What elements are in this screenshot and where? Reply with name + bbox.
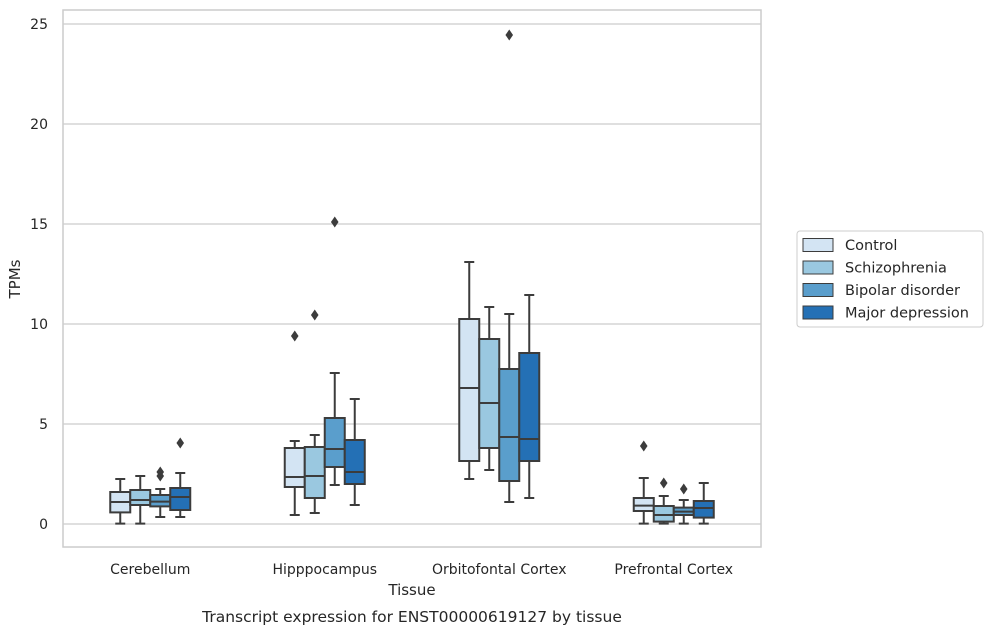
legend-swatch xyxy=(802,260,834,275)
chart-caption: Transcript expression for ENST0000061912… xyxy=(201,608,622,626)
outlier-point xyxy=(156,466,165,478)
iqr-box xyxy=(323,417,346,468)
y-tick-label: 0 xyxy=(39,517,48,533)
outlier-point xyxy=(659,477,668,489)
box-cerebellum-bipolar-disorder xyxy=(149,466,172,518)
iqr-box xyxy=(169,487,192,511)
iqr-box xyxy=(478,338,501,449)
x-axis-title: Tissue xyxy=(387,581,435,599)
y-axis-title: TPMs xyxy=(6,259,24,299)
box-orbitofontal-cortex-schizophrenia xyxy=(478,306,501,471)
x-tick-label: Hipppocampus xyxy=(272,562,377,578)
box-prefrontal-cortex-control xyxy=(632,440,655,525)
legend-label: Major depression xyxy=(845,306,969,322)
box-prefrontal-cortex-major-depression xyxy=(692,482,715,525)
boxes xyxy=(109,29,715,525)
y-tick-label: 5 xyxy=(39,417,48,433)
legend-frame xyxy=(796,230,984,328)
legend-label: Schizophrenia xyxy=(845,261,947,277)
iqr-box xyxy=(129,489,152,506)
legend-label: Bipolar disorder xyxy=(845,283,960,299)
x-tick-label: Cerebellum xyxy=(110,562,190,578)
iqr-box xyxy=(652,505,675,523)
legend-swatch xyxy=(802,283,834,297)
outlier-point xyxy=(176,437,185,449)
legend-swatch xyxy=(802,305,834,320)
x-tick-label: Prefrontal Cortex xyxy=(614,562,733,578)
iqr-box xyxy=(632,497,655,512)
box-orbitofontal-cortex-control xyxy=(458,261,481,480)
iqr-box xyxy=(498,368,521,482)
iqr-box xyxy=(518,352,541,462)
box-hipppocampus-major-depression xyxy=(343,398,366,506)
iqr-box xyxy=(283,447,306,488)
box-hipppocampus-schizophrenia xyxy=(303,309,326,514)
legend: Control Schizophrenia Bipolar disorder Majo… xyxy=(796,230,984,328)
y-tick-label: 15 xyxy=(30,217,48,233)
legend-label: Control xyxy=(845,238,897,254)
box-orbitofontal-cortex-major-depression xyxy=(518,294,541,499)
y-tick-label: 25 xyxy=(30,17,48,33)
y-tick-labels: 0 5 10 15 20 25 xyxy=(30,17,48,533)
plot-frame xyxy=(62,9,762,548)
box-hipppocampus-bipolar-disorder xyxy=(323,216,346,486)
iqr-box xyxy=(458,318,481,462)
outlier-point xyxy=(679,483,688,495)
legend-swatch xyxy=(802,238,834,252)
iqr-box xyxy=(343,439,366,485)
box-prefrontal-cortex-bipolar-disorder xyxy=(672,483,695,525)
iqr-box xyxy=(692,500,715,519)
box-prefrontal-cortex-schizophrenia xyxy=(652,477,675,525)
outlier-point xyxy=(290,330,299,342)
outlier-point xyxy=(505,29,514,41)
box-hipppocampus-control xyxy=(283,330,306,516)
outlier-point xyxy=(639,440,648,452)
outlier-point xyxy=(310,309,319,321)
iqr-box xyxy=(303,446,326,499)
x-tick-labels: Cerebellum Hipppocampus Orbitofontal Corte… xyxy=(110,562,733,578)
y-tick-label: 10 xyxy=(30,317,48,333)
box-cerebellum-major-depression xyxy=(169,437,192,518)
outlier-point xyxy=(330,216,339,228)
y-tick-label: 20 xyxy=(30,117,48,133)
plot-area xyxy=(63,10,761,547)
x-tick-label: Orbitofontal Cortex xyxy=(432,562,567,578)
